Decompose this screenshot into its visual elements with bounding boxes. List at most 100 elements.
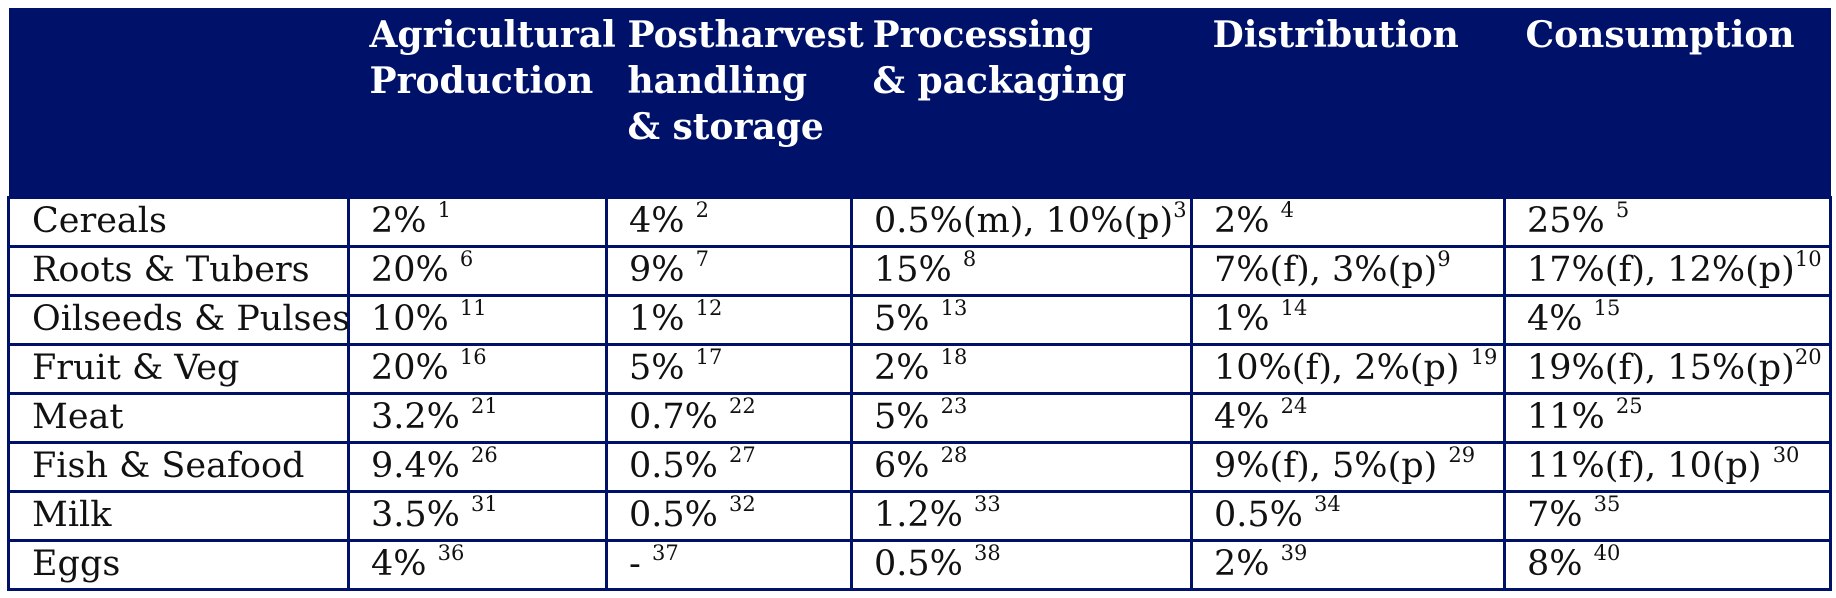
table-row: Oilseeds & Pulses 10% 11 1% 12 5% 13 1% 14 4%… [7,293,1832,346]
footnote-ref: 10 [1794,246,1822,271]
row-label: Milk [7,489,350,542]
table-cell: 5% 13 [850,293,1193,346]
header-cell-empty [8,8,349,197]
header-label: Postharvest handling & storage [627,14,864,148]
row-label: Cereals [7,195,350,248]
table-cell: 9.4% 26 [347,440,608,493]
cell-value: 0.5% [629,494,730,535]
footnote-ref: 32 [729,491,756,516]
cell-value: 2% [371,200,438,241]
table-cell: 11% 25 [1503,391,1832,444]
table-cell: 4% 24 [1190,391,1506,444]
table-cell: 2% 1 [347,195,608,248]
cell-value: 2% [1214,543,1281,584]
table-cell: 7%(f), 3%(p)9 [1190,244,1506,297]
table-cell: 7% 35 [1503,489,1832,542]
cell-value: 11% [1527,396,1616,437]
cell-value: 2% [874,347,941,388]
footnote-ref: 14 [1280,295,1308,320]
row-label: Oilseeds & Pulses [7,293,350,346]
footnote-ref: 16 [459,344,487,369]
cell-value: - [629,543,652,584]
cell-value: 0.5% [1214,494,1315,535]
header-cell-distribution: Distribution [1191,8,1505,197]
header-cell-consumption: Consumption [1504,8,1831,197]
footnote-ref: 33 [974,491,1001,516]
footnote-ref: 35 [1593,491,1621,516]
table-cell: 0.7% 22 [605,391,853,444]
cell-value: 20% [371,347,460,388]
footnote-ref: 27 [729,442,756,467]
header-label: Consumption [1525,14,1795,56]
cell-value: 4% [1527,298,1594,339]
cell-value: 7%(f), 3%(p) [1214,249,1438,290]
cell-value: 1.2% [874,494,975,535]
footnote-ref: 11 [459,295,487,320]
footnote-ref: 7 [695,246,710,271]
footnote-ref: 9 [1437,246,1451,271]
header-label: Distribution [1212,14,1459,56]
cell-value: 1% [629,298,696,339]
table-cell: 15% 8 [850,244,1193,297]
cell-value: 5% [629,347,696,388]
footnote-ref: 23 [940,393,968,418]
footnote-ref: 39 [1280,540,1308,565]
table-row: Meat 3.2% 21 0.7% 22 5% 23 4% 24 11% 25 [7,391,1832,444]
header-label: Agricultural Production [369,14,616,102]
footnote-ref: 4 [1280,197,1295,222]
table-cell: 0.5% 32 [605,489,853,542]
cell-value: 9%(f), 5%(p) [1214,445,1449,486]
cell-value: 17%(f), 12%(p) [1527,249,1795,290]
table-row: Roots & Tubers 20% 6 9% 7 15% 8 7%(f), 3%(p)… [7,244,1832,297]
cell-value: 10% [371,298,460,339]
cell-value: 8% [1527,543,1594,584]
table-cell: 10% 11 [347,293,608,346]
table-cell: 5% 17 [605,342,853,395]
cell-value: 15% [874,249,963,290]
table-row: Eggs 4% 36- 37 0.5% 38 2% 39 8% 40 [7,538,1832,591]
table-cell: 4% 15 [1503,293,1832,346]
footnote-ref: 19 [1470,344,1498,369]
footnote-ref: 29 [1448,442,1476,467]
table-cell: 25% 5 [1503,195,1832,248]
table-cell: 19%(f), 15%(p)20 [1503,342,1832,395]
footnote-ref: 2 [695,197,710,222]
cell-value: 19%(f), 15%(p) [1527,347,1795,388]
footnote-ref: 21 [471,393,498,418]
table-cell: 3.5% 31 [347,489,608,542]
table-cell: 20% 6 [347,244,608,297]
table-cell: 0.5% 27 [605,440,853,493]
table-cell: 3.2% 21 [347,391,608,444]
footnote-ref: 38 [974,540,1001,565]
cell-value: 9.4% [371,445,472,486]
cell-value: 0.5% [874,543,975,584]
table-cell: 4% 2 [605,195,853,248]
table-cell: 17%(f), 12%(p)10 [1503,244,1832,297]
table-cell: 10%(f), 2%(p) 19 [1190,342,1506,395]
table-cell: 8% 40 [1503,538,1832,591]
footnote-ref: 8 [962,246,977,271]
table-cell: 20% 16 [347,342,608,395]
cell-value: 20% [371,249,460,290]
header-row: Agricultural Production Postharvest hand… [8,8,1831,197]
cell-value: 7% [1527,494,1594,535]
footnote-ref: 28 [940,442,968,467]
cell-value: 4% [1214,396,1281,437]
cell-value: 10%(f), 2%(p) [1214,347,1471,388]
footnote-ref: 5 [1615,197,1630,222]
footnote-ref: 30 [1772,442,1800,467]
table-row: Fish & Seafood 9.4% 26 0.5% 27 6% 28 9%(f), … [7,440,1832,493]
cell-value: 0.5% [629,445,730,486]
row-label: Meat [7,391,350,444]
table-cell: 1% 12 [605,293,853,346]
row-label: Fish & Seafood [7,440,350,493]
footnote-ref: 25 [1615,393,1643,418]
table-cell: 2% 18 [850,342,1193,395]
cell-value: 0.7% [629,396,730,437]
table-cell: - 37 [605,538,853,591]
table-cell: 0.5% 38 [850,538,1193,591]
cell-value: 4% [629,200,696,241]
cell-value: 3.2% [371,396,472,437]
footnote-ref: 34 [1314,491,1341,516]
footnote-ref: 40 [1593,540,1621,565]
